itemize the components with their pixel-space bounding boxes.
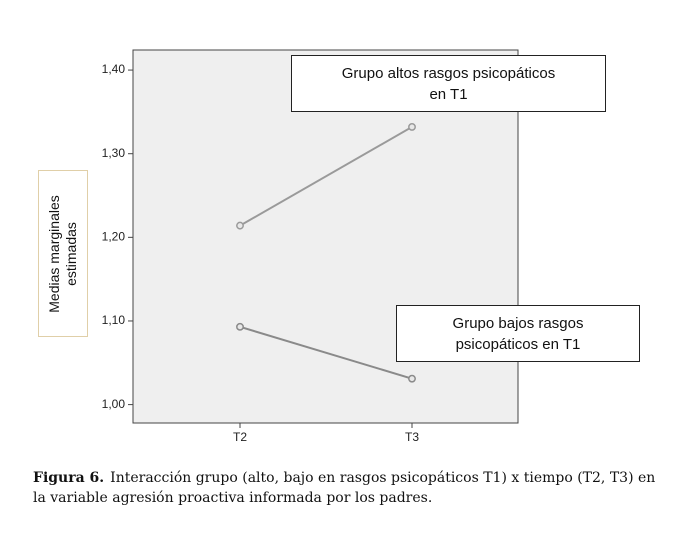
y-tick-label: 1,20	[102, 230, 126, 244]
point	[408, 122, 416, 131]
point	[236, 322, 244, 331]
caption-text: Interacción grupo (alto, bajo en rasgos …	[33, 470, 656, 506]
x-tick-label: T3	[405, 430, 419, 444]
series-line	[239, 126, 413, 227]
x-tick-label: T2	[233, 430, 247, 444]
y-axis-label: Medias marginales estimadas	[46, 195, 80, 313]
caption: Figura 6. Interacción grupo (alto, bajo e…	[33, 468, 658, 508]
y-tick-label: 1,40	[102, 62, 126, 76]
annotation-line: en T1	[429, 86, 468, 103]
y-tick-label: 1,10	[102, 313, 126, 327]
annotation-box: Grupo bajos rasgos psicopáticos en T1	[396, 305, 640, 362]
y-axis-label-line: estimadas	[63, 221, 79, 286]
annotation-line: psicopáticos en T1	[455, 336, 581, 353]
annotation-line: Grupo bajos rasgos	[452, 315, 584, 332]
y-tick-label: 1,00	[102, 397, 126, 411]
annotation-line: Grupo altos rasgos psicopáticos	[341, 65, 556, 82]
annotation-box: Grupo altos rasgos psicopáticos en T1	[291, 55, 606, 112]
caption-label: Figura 6.	[33, 470, 105, 486]
y-axis-label-box: Medias marginales estimadas	[38, 170, 88, 337]
point	[236, 221, 244, 230]
series-line	[239, 325, 413, 380]
point	[408, 374, 416, 383]
y-axis-label-line: Medias marginales	[46, 194, 62, 313]
y-tick-label: 1,30	[102, 146, 126, 160]
